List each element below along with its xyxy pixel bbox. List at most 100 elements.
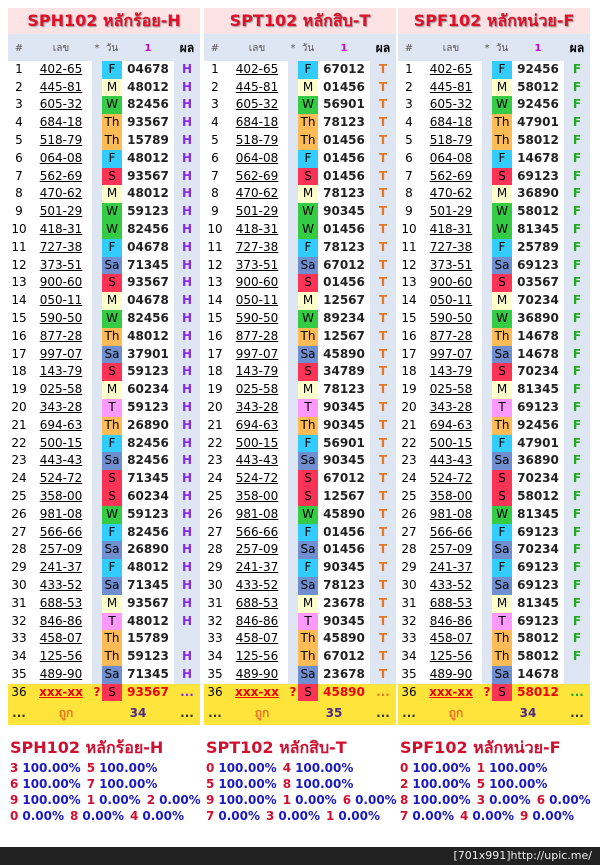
stat-digit: 1 bbox=[86, 793, 96, 807]
code: 402-65 bbox=[226, 60, 288, 79]
table-row: 30 433-52 Sa 71345 H bbox=[8, 576, 200, 595]
footer-cell: 34 bbox=[102, 701, 174, 726]
day: S bbox=[492, 470, 512, 488]
table-row: 11 727-38 F 25789 F bbox=[398, 238, 590, 257]
table-row: 16 877-28 Th 14678 F bbox=[398, 327, 590, 346]
stats-line: 9 100.00% 1 0.00% 2 0.00% bbox=[10, 793, 210, 809]
code: 688-53 bbox=[420, 594, 482, 613]
number: 82456 bbox=[122, 220, 174, 239]
day: Th bbox=[298, 416, 318, 435]
day: T bbox=[298, 398, 318, 417]
header-row: # เลข * วัน 1 ผล bbox=[398, 40, 590, 58]
table-row: 15 590-50 W 82456 H bbox=[8, 309, 200, 328]
table-row: 25 358-00 S 60234 H bbox=[8, 487, 200, 506]
row-number: 19 bbox=[8, 381, 30, 399]
number: 59123 bbox=[122, 363, 174, 382]
day: Th bbox=[492, 630, 512, 649]
table-row: 12 373-51 Sa 69123 F bbox=[398, 256, 590, 275]
stat-percent: 100.00% bbox=[295, 777, 354, 791]
code: 727-38 bbox=[420, 238, 482, 257]
code: 402-65 bbox=[30, 60, 92, 79]
row-number: 13 bbox=[8, 274, 30, 293]
stats-title: SPT102 หลักสิบ-T bbox=[206, 738, 347, 757]
table-row: 21 694-63 Th 92456 F bbox=[398, 416, 590, 435]
mark: ? bbox=[288, 683, 298, 702]
table-row: 18 143-79 S 34789 T bbox=[204, 363, 396, 382]
number: 81345 bbox=[512, 381, 564, 399]
code: 433-52 bbox=[30, 576, 92, 595]
row-number: 5 bbox=[8, 131, 30, 150]
row-number: 14 bbox=[8, 292, 30, 310]
result: H bbox=[181, 595, 193, 610]
mark bbox=[288, 221, 298, 239]
mark bbox=[482, 257, 492, 275]
mark bbox=[288, 435, 298, 453]
result: T bbox=[378, 399, 388, 414]
row-number: 22 bbox=[204, 434, 226, 453]
table-row: 30 433-52 Sa 78123 T bbox=[204, 576, 396, 595]
code: 877-28 bbox=[30, 327, 92, 346]
number: 15789 bbox=[122, 131, 174, 150]
row-number: 3 bbox=[398, 96, 420, 115]
day: M bbox=[102, 185, 122, 204]
number: 36890 bbox=[512, 185, 564, 204]
footer-row: ... ถูก 34... bbox=[398, 701, 590, 726]
stats: SPF102 หลักหน่วย-F 0 100.00% 1 100.00% 2 100.0… bbox=[400, 736, 600, 825]
number: 90345 bbox=[318, 416, 370, 435]
row-number: 31 bbox=[204, 594, 226, 613]
mark bbox=[92, 363, 102, 381]
table-row: 24 524-72 S 71345 H bbox=[8, 470, 200, 488]
mark bbox=[482, 203, 492, 221]
table-row: 7 562-69 S 01456 T bbox=[204, 167, 396, 186]
result: T bbox=[378, 61, 388, 76]
panel-title: SPF102 หลักหน่วย-F bbox=[398, 8, 590, 34]
row-number: 29 bbox=[204, 559, 226, 577]
mark bbox=[92, 114, 102, 132]
code: 684-18 bbox=[420, 114, 482, 132]
mark bbox=[92, 595, 102, 613]
code: 257-09 bbox=[226, 541, 288, 560]
row-number: 8 bbox=[398, 185, 420, 204]
row-number: 34 bbox=[398, 648, 420, 666]
stat-digit: 4 bbox=[460, 809, 469, 823]
number: 37901 bbox=[122, 345, 174, 364]
row-number: 18 bbox=[8, 363, 30, 382]
result: F bbox=[572, 221, 582, 236]
number: 67012 bbox=[318, 60, 370, 79]
result: T bbox=[378, 542, 388, 557]
row-number: 28 bbox=[8, 541, 30, 560]
day: W bbox=[298, 203, 318, 221]
table-row: 32 846-86 T 90345 T bbox=[204, 612, 396, 631]
day: S bbox=[492, 167, 512, 186]
header-cell: เลข bbox=[52, 43, 70, 54]
code: 358-00 bbox=[226, 487, 288, 506]
code: 418-31 bbox=[30, 220, 92, 239]
code: 050-11 bbox=[226, 292, 288, 310]
result: T bbox=[378, 79, 388, 94]
stats-line: 3 100.00% 5 100.00% bbox=[10, 761, 210, 777]
mark bbox=[482, 595, 492, 613]
mark bbox=[288, 577, 298, 595]
day: W bbox=[492, 96, 512, 115]
day: F bbox=[492, 523, 512, 542]
stat-digit: 1 bbox=[476, 761, 486, 775]
number: 70234 bbox=[512, 541, 564, 560]
number: 01456 bbox=[318, 274, 370, 293]
table-row: 28 257-09 Sa 70234 F bbox=[398, 541, 590, 560]
table-row: 13 900-60 S 03567 F bbox=[398, 274, 590, 293]
table-row: 8 470-62 M 48012 H bbox=[8, 185, 200, 204]
code: 458-07 bbox=[420, 630, 482, 649]
result: F bbox=[572, 346, 582, 361]
stat-digit: 4 bbox=[130, 809, 139, 823]
number: 89234 bbox=[318, 309, 370, 328]
number: 15789 bbox=[122, 630, 174, 649]
stat-percent: 0.00% bbox=[489, 793, 531, 807]
result: ... bbox=[370, 683, 396, 702]
mark bbox=[92, 292, 102, 310]
result: T bbox=[378, 275, 388, 290]
number: 69123 bbox=[512, 576, 564, 595]
table-row: 23 443-43 Sa 36890 F bbox=[398, 452, 590, 471]
number: 69123 bbox=[512, 612, 564, 631]
result: H bbox=[181, 560, 193, 575]
day: Sa bbox=[298, 665, 318, 684]
